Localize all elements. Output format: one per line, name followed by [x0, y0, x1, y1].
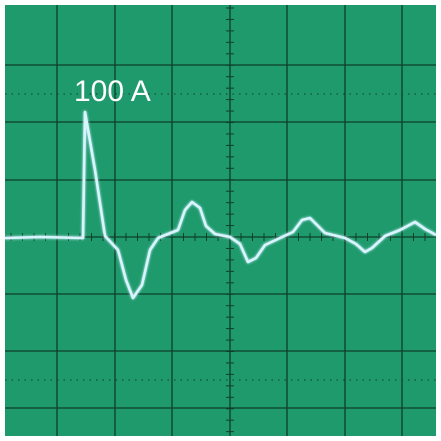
- center-ticks: [10, 7, 426, 433]
- annotation: 100 A: [74, 75, 151, 108]
- graticule-dotted: [5, 93, 436, 381]
- screen-background: [5, 5, 436, 436]
- waveform-trace: [4, 110, 437, 300]
